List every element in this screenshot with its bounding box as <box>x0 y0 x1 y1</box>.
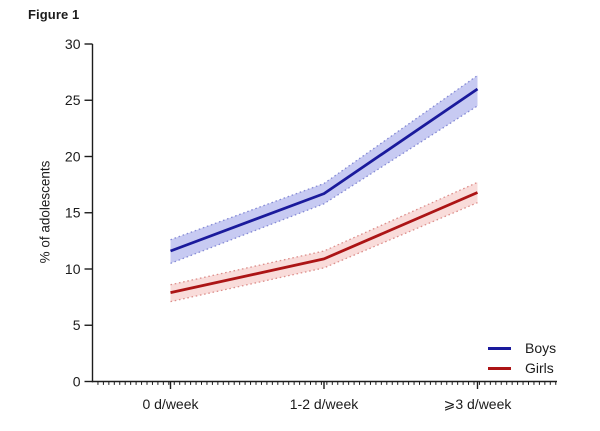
y-axis-ticks: 0 5 10 15 20 25 30 <box>65 36 93 389</box>
y-tick-label: 30 <box>65 36 81 52</box>
x-category-label: ⩾3 d/week <box>444 396 513 412</box>
y-tick-label: 20 <box>65 148 81 164</box>
y-tick-label: 0 <box>73 373 81 389</box>
y-tick-label: 10 <box>65 261 81 277</box>
boys-confidence-band <box>170 75 478 264</box>
girls-line-swatch <box>488 366 511 370</box>
legend: Boys Girls <box>488 338 556 378</box>
x-category-label: 1-2 d/week <box>290 396 359 412</box>
girls-line <box>170 191 479 294</box>
legend-label-boys: Boys <box>525 340 557 356</box>
figure-title: Figure 1 <box>28 7 80 22</box>
boys-line <box>170 87 479 253</box>
girls-confidence-band <box>170 182 478 302</box>
y-tick-label: 15 <box>65 205 81 221</box>
y-tick-label: 5 <box>73 317 81 333</box>
legend-item-girls: Girls <box>488 358 556 378</box>
x-axis-minor-ticks <box>97 381 557 385</box>
x-axis-ticks: 0 d/week 1-2 d/week ⩾3 d/week <box>142 381 513 412</box>
boys-band-lower-edge <box>170 105 478 264</box>
boys-band-upper-edge <box>170 74 478 241</box>
girls-band-upper-edge <box>170 181 478 286</box>
boys-line-swatch <box>488 346 511 350</box>
legend-item-boys: Boys <box>488 338 556 358</box>
x-category-label: 0 d/week <box>142 396 199 412</box>
y-tick-label: 25 <box>65 92 81 108</box>
girls-band-lower-edge <box>170 202 478 303</box>
legend-label-girls: Girls <box>525 360 554 376</box>
